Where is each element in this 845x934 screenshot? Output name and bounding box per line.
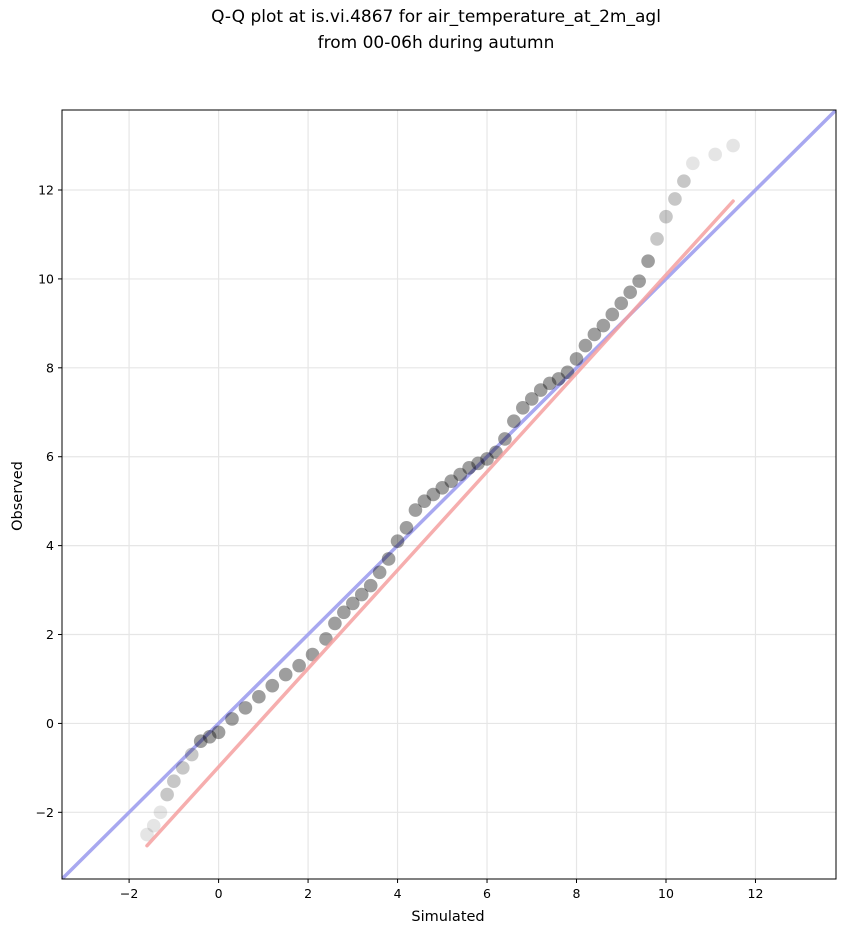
qq-point	[193, 734, 208, 749]
qq-point	[153, 805, 168, 820]
qq-point	[524, 392, 539, 406]
qq-point	[417, 494, 432, 508]
qq-point	[435, 481, 450, 495]
x-tick-label: 0	[215, 886, 223, 901]
qq-point	[551, 372, 566, 386]
qq-point	[337, 605, 351, 620]
qq-point	[372, 565, 387, 580]
x-axis-label: Simulated	[411, 909, 484, 925]
qq-point	[238, 701, 253, 715]
y-tick-label: 10	[38, 271, 54, 286]
x-tick-label: 10	[658, 886, 674, 901]
y-tick-label: 4	[46, 538, 54, 553]
qq-point	[346, 596, 360, 611]
qq-point	[426, 487, 441, 502]
plot-frame	[61, 109, 837, 880]
qq-point	[605, 307, 620, 322]
qq-point	[354, 587, 369, 602]
qq-point	[265, 678, 280, 693]
qq-point	[708, 147, 723, 162]
fit-line-group	[145, 199, 735, 848]
qq-point	[569, 352, 584, 366]
qq-point	[578, 338, 593, 353]
qq-point	[202, 729, 217, 744]
y-tick-label: 2	[46, 627, 54, 642]
qq-point	[650, 232, 664, 246]
y-axis-label: Observed	[10, 461, 26, 531]
qq-point	[146, 818, 161, 833]
qq-point	[278, 667, 293, 682]
qq-point	[560, 365, 575, 380]
x-tick-label: 8	[573, 886, 581, 901]
qq-point	[453, 467, 467, 482]
y-axis-ticks: −2 0 2 4 6 8 10 12	[36, 183, 62, 820]
qq-point	[211, 725, 226, 740]
qq-point	[167, 774, 181, 789]
x-tick-label: 4	[394, 886, 402, 901]
qq-point	[659, 209, 673, 224]
fit-line	[145, 199, 735, 848]
qq-point	[632, 274, 646, 288]
qq-point	[623, 285, 637, 300]
qq-point	[533, 383, 548, 397]
y-tick-label: 12	[38, 183, 54, 198]
qq-point	[225, 712, 239, 726]
qq-point	[328, 616, 342, 631]
y-tick-label: 0	[46, 716, 54, 731]
qq-point	[726, 138, 740, 153]
qq-point	[462, 461, 476, 475]
quantile-points-group	[140, 138, 740, 842]
qq-point	[319, 632, 333, 646]
qq-point	[480, 452, 494, 466]
identity-line-group	[62, 110, 836, 879]
x-tick-label: 12	[748, 886, 764, 901]
identity-line	[62, 110, 836, 879]
qq-point	[399, 521, 414, 535]
qq-point	[641, 254, 655, 268]
qq-point	[175, 761, 190, 775]
qq-point	[471, 456, 485, 471]
y-tick-label: 6	[46, 449, 54, 464]
qq-point	[587, 327, 602, 342]
x-axis-ticks: −2 0 2 4 6 8 10 12	[120, 879, 764, 901]
x-tick-label: −2	[120, 886, 138, 901]
qq-point	[381, 552, 396, 566]
qq-point	[507, 414, 521, 428]
qq-point	[686, 156, 700, 171]
chart-title-line-2: from 00-06h during autumn	[318, 33, 555, 53]
qq-point	[408, 503, 423, 517]
qq-point	[677, 174, 691, 188]
qq-point	[614, 296, 629, 311]
qq-point	[542, 376, 557, 391]
qq-point	[668, 192, 682, 206]
qq-point	[363, 578, 378, 593]
qq-point	[516, 401, 530, 415]
grid-lines	[62, 110, 836, 879]
qq-point	[596, 318, 611, 333]
chart-title-line-1: Q-Q plot at is.vi.4867 for air_temperatu…	[211, 7, 661, 27]
x-tick-label: 2	[304, 886, 312, 901]
qq-point	[140, 827, 154, 842]
y-tick-label: −2	[36, 805, 54, 820]
x-tick-label: 6	[483, 886, 491, 901]
qq-point	[498, 432, 512, 446]
qq-point	[160, 787, 174, 802]
qq-point	[292, 658, 306, 673]
qq-point	[184, 747, 199, 762]
y-tick-label: 8	[46, 360, 54, 375]
qq-point	[390, 534, 405, 548]
qq-point	[252, 689, 266, 704]
qq-point	[444, 474, 459, 488]
